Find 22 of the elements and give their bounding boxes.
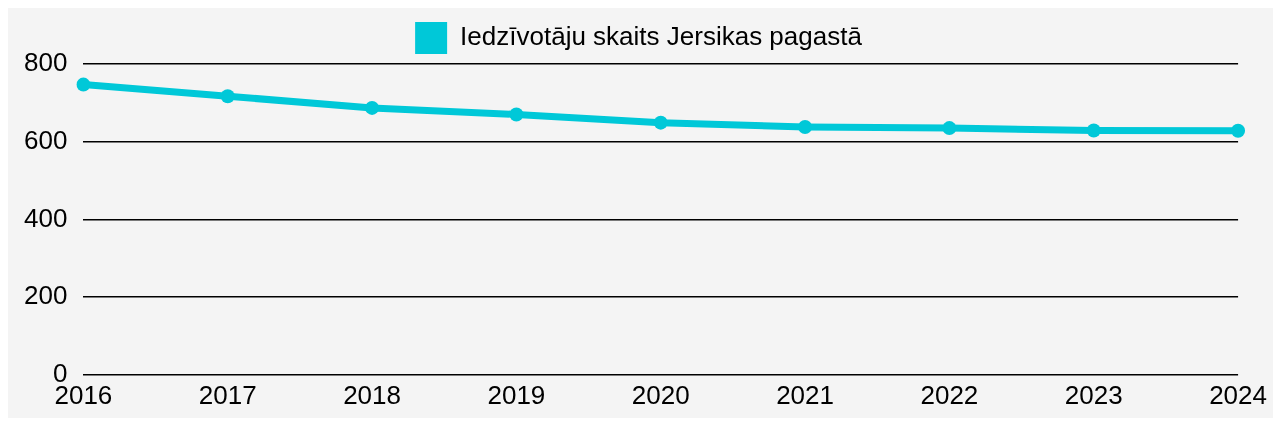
x-tick-label: 2021 [776, 379, 834, 410]
x-tick-label: 2023 [1064, 379, 1123, 410]
legend-label: Iedzīvotāju skaits Jersikas pagastā [460, 21, 863, 52]
y-tick-label: 400 [23, 202, 68, 233]
point [653, 115, 668, 130]
x-tick-label: 2020 [631, 379, 690, 410]
y-tick-label: 600 [23, 124, 68, 155]
point [220, 89, 235, 104]
point [798, 119, 813, 134]
point [1086, 123, 1101, 138]
point [509, 107, 524, 122]
point [76, 77, 91, 92]
x-tick-label: 2018 [343, 379, 401, 410]
x-tick-label: 2017 [198, 379, 257, 410]
point [942, 121, 957, 136]
point [1231, 123, 1246, 138]
point [365, 100, 380, 115]
y-tick-label: 200 [23, 280, 68, 311]
x-tick-label: 2024 [1209, 379, 1267, 410]
x-tick-label: 2019 [487, 379, 546, 410]
x-tick-label: 2022 [920, 379, 979, 410]
y-tick-label: 800 [23, 47, 68, 78]
